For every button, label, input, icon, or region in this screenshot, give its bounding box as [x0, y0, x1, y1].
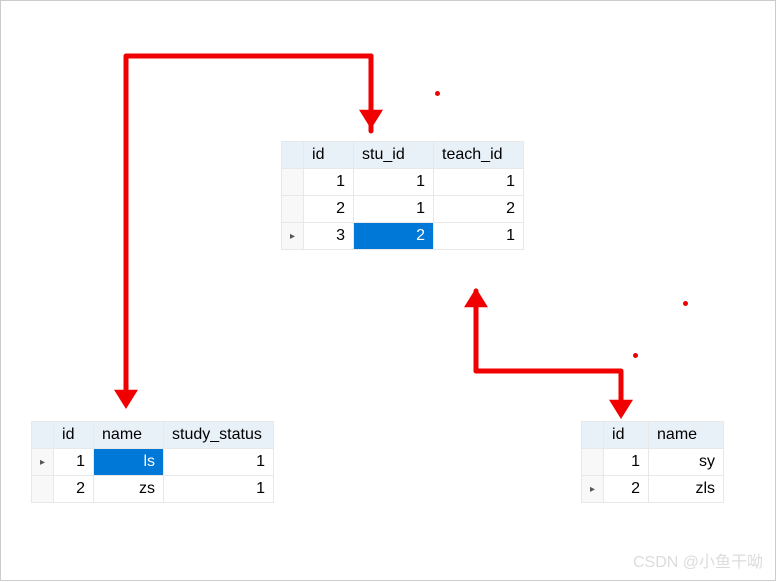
row-marker	[282, 169, 304, 196]
cell: zs	[94, 476, 164, 503]
cell: sy	[649, 449, 724, 476]
table-row: 2 1 2	[282, 196, 524, 223]
stray-dot	[633, 353, 638, 358]
cell: 1	[54, 449, 94, 476]
stray-dot	[683, 301, 688, 306]
cell: zls	[649, 476, 724, 503]
header-row: id name study_status	[32, 422, 274, 449]
table-row: 1 1 1	[282, 169, 524, 196]
cell: 1	[164, 449, 274, 476]
row-header-blank	[582, 422, 604, 449]
row-marker	[32, 476, 54, 503]
row-marker: ▸	[582, 476, 604, 503]
cell: 2	[304, 196, 354, 223]
cell: 2	[54, 476, 94, 503]
col-id: id	[604, 422, 649, 449]
cell: 1	[354, 169, 434, 196]
table-row: ▸ 3 2 1	[282, 223, 524, 250]
cell: 2	[434, 196, 524, 223]
col-name: name	[649, 422, 724, 449]
table-row: 1 sy	[582, 449, 724, 476]
header-row: id name	[582, 422, 724, 449]
row-header-blank	[32, 422, 54, 449]
col-name: name	[94, 422, 164, 449]
row-marker	[582, 449, 604, 476]
cell: 2	[604, 476, 649, 503]
cell: 1	[164, 476, 274, 503]
cell: 1	[434, 169, 524, 196]
col-id: id	[54, 422, 94, 449]
row-header-blank	[282, 142, 304, 169]
cell: 1	[354, 196, 434, 223]
col-study-status: study_status	[164, 422, 274, 449]
col-teach-id: teach_id	[434, 142, 524, 169]
table-row: 2 zs 1	[32, 476, 274, 503]
cell: 1	[604, 449, 649, 476]
row-marker: ▸	[32, 449, 54, 476]
table-row: ▸ 2 zls	[582, 476, 724, 503]
col-id: id	[304, 142, 354, 169]
cell: 1	[304, 169, 354, 196]
cell-selected: 2	[354, 223, 434, 250]
cell: 1	[434, 223, 524, 250]
junction-table: id stu_id teach_id 1 1 1 2 1 2 ▸ 3 2 1	[281, 141, 524, 250]
col-stu-id: stu_id	[354, 142, 434, 169]
row-marker: ▸	[282, 223, 304, 250]
teacher-table: id name 1 sy ▸ 2 zls	[581, 421, 724, 503]
watermark: CSDN @小鱼干呦	[633, 548, 763, 572]
row-marker	[282, 196, 304, 223]
stray-dot	[435, 91, 440, 96]
table-row: ▸ 1 ls 1	[32, 449, 274, 476]
student-table: id name study_status ▸ 1 ls 1 2 zs 1	[31, 421, 274, 503]
header-row: id stu_id teach_id	[282, 142, 524, 169]
cell: 3	[304, 223, 354, 250]
cell-selected: ls	[94, 449, 164, 476]
